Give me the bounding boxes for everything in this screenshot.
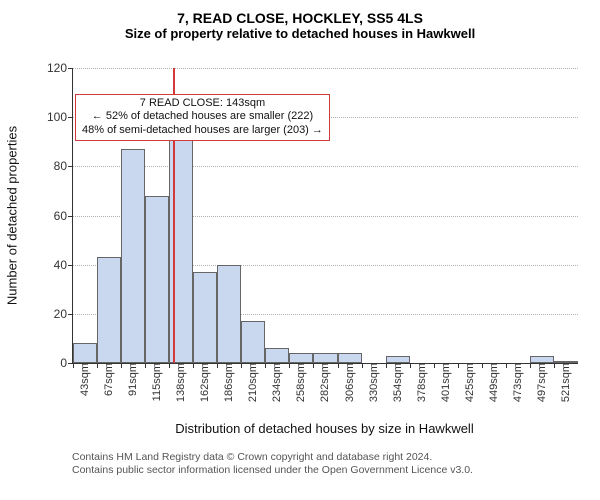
chart-container: 7, READ CLOSE, HOCKLEY, SS5 4LS Size of …	[0, 0, 600, 500]
annotation-box: 7 READ CLOSE: 143sqm← 52% of detached ho…	[75, 94, 330, 141]
xtick-mark	[434, 363, 435, 368]
footer-attribution: Contains HM Land Registry data © Crown c…	[72, 451, 473, 477]
ytick-label: 0	[60, 356, 73, 370]
xtick-mark	[193, 363, 194, 368]
xtick-mark	[506, 363, 507, 368]
annotation-line: ← 52% of detached houses are smaller (22…	[82, 110, 323, 124]
xtick-mark	[265, 363, 266, 368]
xtick-label: 91sqm	[125, 363, 139, 396]
xtick-label: 306sqm	[342, 363, 356, 402]
xtick-mark	[362, 363, 363, 368]
xtick-mark	[530, 363, 531, 368]
histogram-bar	[217, 265, 241, 363]
histogram-bar	[145, 196, 169, 363]
histogram-bar	[313, 353, 337, 363]
gridline	[73, 68, 578, 69]
y-axis-label: Number of detached properties	[5, 115, 20, 315]
xtick-mark	[386, 363, 387, 368]
plot-area: 02040608010012043sqm67sqm91sqm115sqm138s…	[72, 68, 578, 364]
histogram-bar	[289, 353, 313, 363]
xtick-label: 258sqm	[293, 363, 307, 402]
xtick-label: 115sqm	[149, 363, 163, 401]
xtick-mark	[482, 363, 483, 368]
xtick-label: 162sqm	[197, 363, 211, 402]
xtick-label: 473sqm	[510, 363, 524, 402]
ytick-label: 20	[54, 307, 73, 321]
xtick-label: 425sqm	[462, 363, 476, 402]
histogram-bar	[338, 353, 362, 363]
xtick-mark	[410, 363, 411, 368]
histogram-bar	[530, 356, 554, 363]
xtick-mark	[217, 363, 218, 368]
histogram-bar	[97, 257, 121, 363]
xtick-label: 521sqm	[558, 363, 572, 402]
xtick-label: 497sqm	[534, 363, 548, 402]
footer-line2: Contains public sector information licen…	[72, 464, 473, 477]
xtick-mark	[313, 363, 314, 368]
xtick-label: 378sqm	[414, 363, 428, 402]
annotation-line: 48% of semi-detached houses are larger (…	[82, 124, 323, 138]
histogram-bar	[121, 149, 145, 363]
title-block: 7, READ CLOSE, HOCKLEY, SS5 4LS Size of …	[0, 0, 600, 41]
chart-title-line1: 7, READ CLOSE, HOCKLEY, SS5 4LS	[0, 10, 600, 26]
x-axis-label: Distribution of detached houses by size …	[72, 421, 577, 436]
xtick-mark	[145, 363, 146, 368]
annotation-line: 7 READ CLOSE: 143sqm	[82, 97, 323, 111]
xtick-mark	[289, 363, 290, 368]
ytick-label: 40	[54, 258, 73, 272]
xtick-mark	[458, 363, 459, 368]
chart-title-line2: Size of property relative to detached ho…	[0, 26, 600, 41]
xtick-mark	[169, 363, 170, 368]
histogram-bar	[193, 272, 217, 363]
gridline	[73, 166, 578, 167]
ytick-label: 100	[47, 110, 73, 124]
histogram-bar	[73, 343, 97, 363]
xtick-label: 330sqm	[366, 363, 380, 402]
xtick-mark	[97, 363, 98, 368]
ytick-label: 80	[54, 159, 73, 173]
xtick-label: 186sqm	[221, 363, 235, 402]
footer-line1: Contains HM Land Registry data © Crown c…	[72, 451, 473, 464]
xtick-mark	[554, 363, 555, 368]
xtick-label: 210sqm	[245, 363, 259, 402]
xtick-mark	[241, 363, 242, 368]
xtick-label: 354sqm	[390, 363, 404, 402]
ytick-label: 120	[47, 61, 73, 75]
xtick-mark	[121, 363, 122, 368]
xtick-label: 282sqm	[317, 363, 331, 402]
histogram-bar	[265, 348, 289, 363]
xtick-mark	[338, 363, 339, 368]
histogram-bar	[386, 356, 410, 363]
histogram-bar	[241, 321, 265, 363]
xtick-label: 43sqm	[77, 363, 91, 396]
ytick-label: 60	[54, 209, 73, 223]
xtick-label: 67sqm	[101, 363, 115, 396]
xtick-mark	[73, 363, 74, 368]
xtick-label: 401sqm	[438, 363, 452, 402]
xtick-label: 449sqm	[486, 363, 500, 402]
xtick-label: 234sqm	[269, 363, 283, 402]
xtick-label: 138sqm	[173, 363, 187, 402]
